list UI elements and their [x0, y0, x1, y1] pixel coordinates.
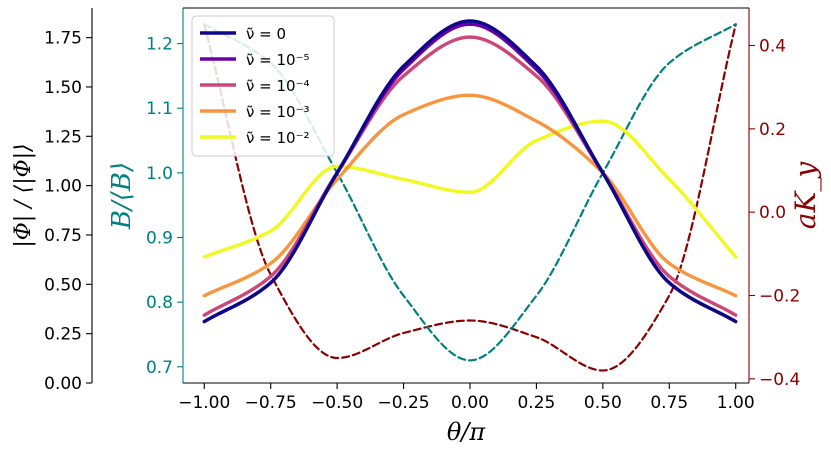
x-tick-label: 0.50	[584, 393, 622, 413]
left-tick-label: 0.9	[146, 229, 173, 249]
right-tick-label: 0.4	[759, 37, 786, 57]
x-tick-label: 0.00	[451, 393, 489, 413]
outer-tick-label: 1.00	[44, 177, 82, 197]
left-tick-label: 1.2	[146, 35, 173, 55]
legend-label: ν̃ = 10⁻⁴	[246, 77, 310, 95]
outer-axis-label: |Φ| / ⟨|Φ|⟩	[11, 143, 36, 247]
series-line-2	[202, 35, 738, 317]
axes-layer: −1.00 −0.75 −0.50 −0.25 0.00 0.25 0.50 0.75 1.00…	[11, 7, 822, 446]
x-tick-label: −0.25	[377, 393, 429, 413]
series-line-6	[203, 23, 737, 372]
x-tick-label: 1.00	[717, 393, 755, 413]
outer-tick-label: 0.50	[44, 275, 82, 295]
x-axis-label: θ/π	[447, 418, 487, 446]
x-tick-label: 0.75	[650, 393, 688, 413]
outer-tick-label: 1.25	[44, 127, 82, 147]
left-tick-label: 0.7	[146, 358, 173, 378]
left-tick-label: 1.0	[146, 164, 173, 184]
x-tick-label: −0.75	[245, 393, 297, 413]
outer-tick-label: 0.00	[44, 374, 82, 394]
outer-tick-label: 1.75	[44, 29, 82, 49]
legend: ν̃ = 0 ν̃ = 10⁻⁵ ν̃ = 10⁻⁴ ν̃ = 10⁻³ ν̃ = 10…	[191, 15, 335, 157]
x-tick-label: 0.25	[517, 393, 555, 413]
x-tick-label: −0.50	[311, 393, 363, 413]
legend-label: ν̃ = 10⁻⁵	[246, 51, 310, 69]
left-tick-label: 0.8	[146, 293, 173, 313]
series-layer	[202, 19, 738, 372]
right-tick-label: −0.2	[759, 287, 800, 307]
series-line-4	[202, 119, 738, 259]
legend-box	[191, 15, 335, 157]
outer-tick-label: 0.25	[44, 325, 82, 345]
outer-tick-label: 1.50	[44, 78, 82, 98]
right-tick-label: −0.4	[759, 370, 800, 390]
legend-label: ν̃ = 0	[246, 25, 286, 43]
right-tick-label: 0.0	[759, 203, 786, 223]
legend-label: ν̃ = 10⁻³	[246, 103, 310, 121]
outer-tick-label: 0.75	[44, 226, 82, 246]
legend-label: ν̃ = 10⁻²	[246, 129, 310, 147]
series-line-0	[202, 19, 738, 324]
right-tick-label: 0.2	[759, 120, 786, 140]
x-tick-label: −1.00	[178, 393, 230, 413]
left-axis-label: B/⟨B⟩	[107, 162, 137, 230]
series-line-3	[202, 93, 738, 298]
left-tick-label: 1.1	[146, 99, 173, 119]
right-axis-label: aK_y	[789, 161, 822, 230]
